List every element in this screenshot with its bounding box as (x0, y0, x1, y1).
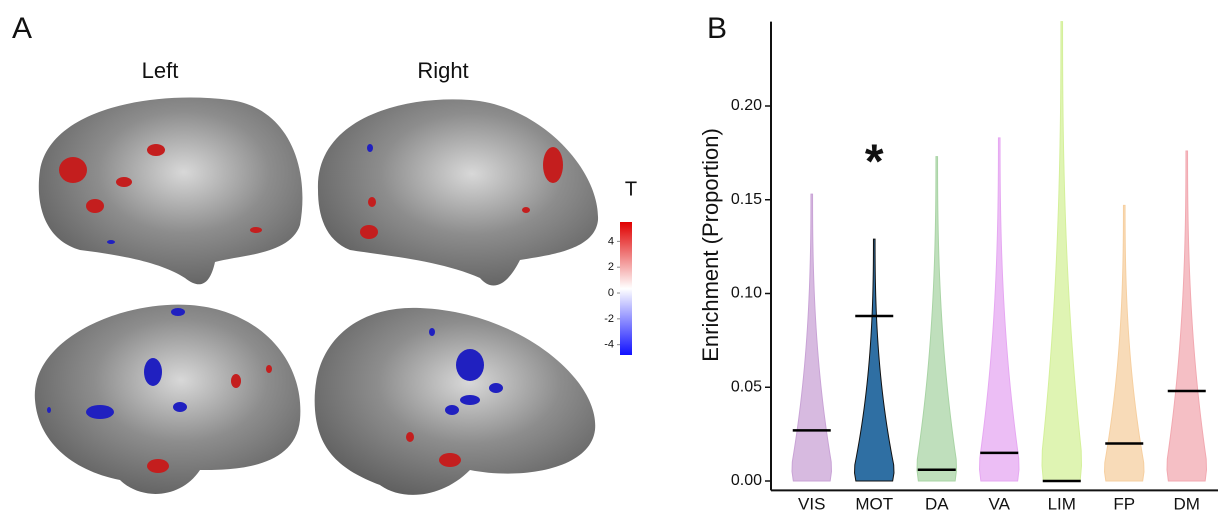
y-tick-label: 0.15 (731, 191, 762, 208)
violin (855, 239, 894, 481)
violin (1105, 205, 1144, 481)
y-tick-label: 0.10 (731, 285, 762, 302)
colorbar-tick-label: -2 (604, 313, 614, 325)
violin (1042, 22, 1081, 481)
x-tick-label: VIS (798, 494, 825, 513)
significance-marker: * (865, 136, 884, 189)
y-tick-label: 0.20 (731, 97, 762, 114)
y-axis-title: Enrichment (Proportion) (698, 128, 723, 362)
x-tick-label: LIM (1048, 494, 1076, 513)
colorbar-title: T (625, 178, 637, 200)
x-tick-label: DM (1174, 494, 1200, 513)
colorbar-tick-label: 0 (608, 287, 614, 299)
x-tick-label: MOT (855, 494, 893, 513)
brains (35, 98, 598, 495)
colorbar-tick-label: 4 (608, 235, 614, 247)
hemisphere-label: Right (417, 58, 468, 83)
y-tick-label: 0.05 (731, 378, 762, 395)
colorbar-tick-label: 2 (608, 261, 614, 273)
violin (1167, 151, 1206, 481)
colorbar-tick-label: -4 (604, 339, 614, 351)
panel-label: B (707, 12, 727, 45)
figure: A Left Right T B Enrichment (Proportion)… (0, 0, 1225, 529)
hemisphere-label: Left (142, 58, 179, 83)
violin (980, 138, 1019, 481)
x-tick-label: VA (989, 494, 1011, 513)
panel-label: A (12, 12, 32, 45)
x-tick-label: DA (925, 494, 949, 513)
violin (792, 194, 831, 481)
y-tick-label: 0.00 (731, 472, 762, 489)
x-tick-label: FP (1113, 494, 1135, 513)
violin (917, 157, 956, 481)
colorbar (620, 222, 632, 355)
